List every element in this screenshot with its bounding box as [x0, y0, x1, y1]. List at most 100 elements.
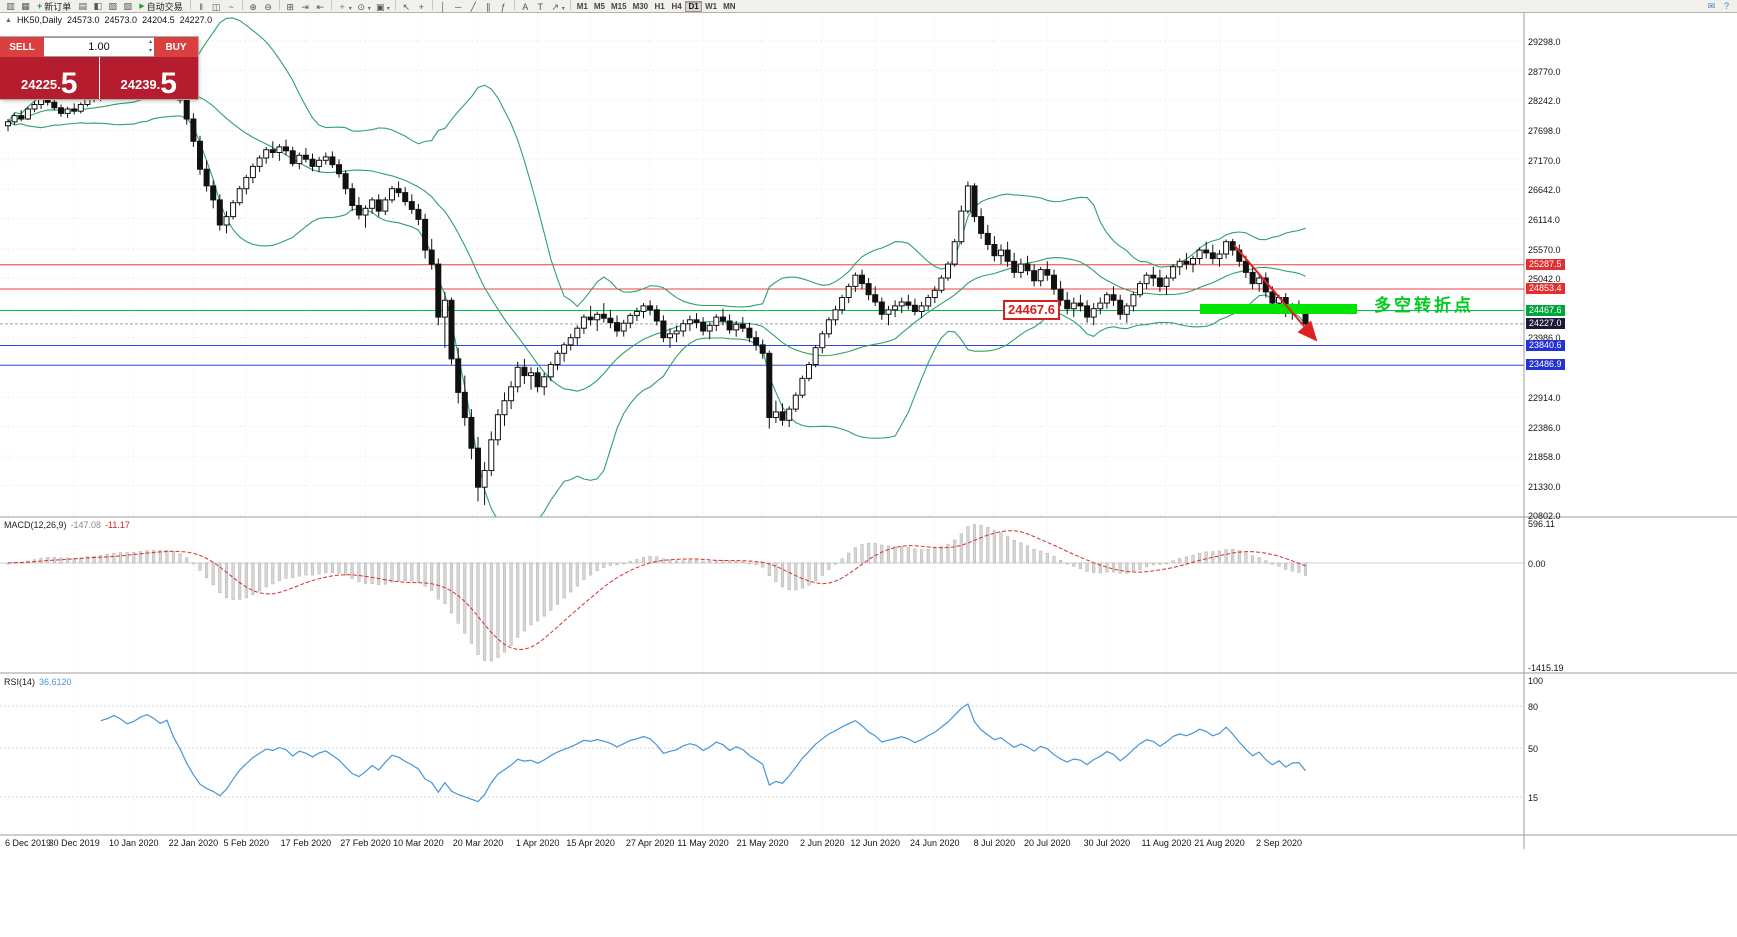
horizontal-line-icon[interactable]: ─ — [455, 1, 462, 12]
timeframe-mn[interactable]: MN — [723, 1, 736, 11]
one-click-collapse-icon[interactable]: ▲ — [5, 16, 12, 24]
new-order-icon: + — [37, 1, 43, 11]
price-axis-label: 22386.0 — [1528, 422, 1561, 433]
new-chart-icon[interactable]: ▥ — [6, 0, 15, 11]
timeframe-h4[interactable]: H4 — [671, 1, 682, 11]
buy-button[interactable]: BUY — [154, 37, 198, 57]
ohlc-high: 24573.0 — [104, 15, 138, 25]
date-axis-label: 24 Jun 2020 — [910, 838, 960, 848]
toolbar-separator — [513, 0, 515, 10]
timeframe-m1[interactable]: M1 — [576, 1, 588, 11]
main-toolbar: ▥ ▦ + 新订单 ▤ ◧ ▧ ▨ ▶ 自动交易 ‖ ◫ ~ ⊕ ⊖ ⊞ ⇥ ⇤ + ▾ ⊙ ▾ ▣ ▾ ↖ + │ ─ ╱… — [0, 0, 1737, 13]
buy-price-big-digit: 5 — [160, 67, 177, 100]
navigator-icon[interactable]: ▧ — [108, 0, 118, 11]
ohlc-low: 24204.5 — [142, 15, 175, 25]
price-axis-label: 25042.0 — [1528, 274, 1561, 285]
candlestick-chart-icon[interactable]: ◫ — [211, 1, 221, 12]
date-axis-label: 6 Dec 2019 — [4, 838, 52, 848]
text-label-icon[interactable]: T — [537, 1, 543, 12]
autotrading-label: 自动交易 — [146, 1, 183, 12]
rsi-axis-label: 15 — [1528, 793, 1539, 803]
one-click-trading-panel: SELL 1.00 ▴ ▾ BUY 24225. 5 24239. 5 — [0, 37, 198, 99]
macd-axis-label: -1415.19 — [1528, 663, 1564, 674]
price-axis-label: 22914.0 — [1528, 393, 1561, 404]
date-axis-label: 11 May 2020 — [677, 838, 729, 848]
date-axis-label: 17 Feb 2020 — [280, 838, 332, 848]
timeframe-w1[interactable]: W1 — [705, 1, 718, 11]
market-watch-icon[interactable]: ▤ — [78, 0, 88, 11]
zoom-in-icon[interactable]: ⊕ — [249, 1, 257, 12]
sell-button[interactable]: SELL — [0, 37, 44, 57]
terminal-icon[interactable]: ▨ — [123, 0, 133, 11]
periods-icon-dropdown[interactable]: ▾ — [367, 5, 371, 12]
date-axis-label: 22 Jan 2020 — [168, 838, 219, 848]
volume-down-icon[interactable]: ▾ — [148, 48, 152, 54]
sell-price-display[interactable]: 24225. 5 — [0, 57, 99, 99]
periods-icon[interactable]: ⊙ — [357, 1, 365, 12]
trade-panel-prices: 24225. 5 24239. 5 — [0, 57, 198, 99]
toolbar-separator — [394, 0, 396, 10]
channel-icon[interactable]: ∥ — [485, 1, 491, 12]
date-axis-label: 21 Aug 2020 — [1194, 838, 1245, 848]
profiles-icon[interactable]: ▦ — [21, 0, 30, 11]
timeframe-d1[interactable]: D1 — [685, 0, 703, 12]
buy-price-display[interactable]: 24239. 5 — [99, 57, 198, 100]
price-tag: 23486.9 — [1526, 359, 1565, 371]
autotrading-button[interactable]: ▶ 自动交易 — [135, 0, 186, 12]
macd-axis-label: 596.11 — [1528, 519, 1555, 529]
bearish-trend-arrow — [1233, 244, 1318, 342]
help-icon[interactable]: ? — [1723, 0, 1729, 11]
tile-windows-icon[interactable]: ⊞ — [286, 1, 294, 12]
date-axis-label: 20 Mar 2020 — [452, 838, 504, 848]
price-tag: 23840.6 — [1526, 339, 1565, 351]
cursor-icon[interactable]: ↖ — [402, 1, 410, 12]
templates-icon[interactable]: ▣ — [375, 1, 385, 12]
price-callout[interactable]: 24467.6 — [1003, 300, 1060, 320]
text-icon[interactable]: A — [522, 1, 529, 12]
line-chart-icon[interactable]: ~ — [228, 1, 234, 12]
timeframe-m5[interactable]: M5 — [593, 1, 605, 11]
ohlc-open: 24573.0 — [66, 15, 100, 25]
chart-shift-icon[interactable]: ⇤ — [316, 1, 324, 12]
crosshair-icon[interactable]: + — [418, 1, 424, 12]
price-axis-label: 25570.0 — [1528, 245, 1561, 255]
timeframe-m30[interactable]: M30 — [632, 1, 649, 11]
data-window-icon[interactable]: ◧ — [93, 0, 103, 11]
trendline-icon[interactable]: ╱ — [470, 1, 476, 12]
date-axis-label: 30 Jul 2020 — [1083, 838, 1131, 848]
rsi-name: RSI(14) — [4, 677, 36, 687]
arrows-icon[interactable]: ↗ — [551, 1, 559, 12]
new-order-label: 新订单 — [44, 1, 72, 12]
volume-up-icon[interactable]: ▴ — [148, 39, 152, 45]
timeframe-h1[interactable]: H1 — [654, 1, 665, 11]
new-order-button[interactable]: + 新订单 — [33, 0, 75, 12]
indicators-icon[interactable]: + — [339, 1, 345, 12]
date-axis-label: 21 May 2020 — [736, 838, 789, 848]
rsi-axis-label: 100 — [1528, 676, 1544, 686]
toolbar-separator — [431, 0, 433, 10]
community-icon[interactable]: ✉ — [1707, 0, 1716, 11]
volume-field[interactable]: 1.00 ▴ ▾ — [44, 37, 154, 57]
zoom-out-icon[interactable]: ⊖ — [264, 1, 272, 12]
indicators-icon-dropdown[interactable]: ▾ — [348, 5, 352, 12]
sell-price-main: 24225. — [21, 77, 61, 92]
fibonacci-icon[interactable]: ƒ — [500, 1, 506, 12]
candles — [5, 71, 1309, 506]
chart-symbol-timeframe: HK50,Daily — [16, 15, 62, 25]
vertical-line-icon[interactable]: │ — [440, 1, 447, 12]
bar-chart-icon[interactable]: ‖ — [199, 1, 204, 12]
date-axis-label: 10 Mar 2020 — [393, 838, 444, 848]
rsi-indicator — [0, 703, 1524, 803]
auto-scroll-icon[interactable]: ⇥ — [301, 1, 309, 12]
price-axis-label: 21330.0 — [1528, 481, 1561, 492]
date-axis-label: 27 Apr 2020 — [625, 838, 675, 848]
bollinger-bands — [7, 17, 1306, 517]
date-axis-label: 11 Aug 2020 — [1141, 838, 1192, 848]
arrows-icon-dropdown[interactable]: ▾ — [561, 5, 565, 12]
macd-signal-value: -11.17 — [105, 520, 130, 530]
toolbar-separator — [241, 0, 243, 10]
templates-icon-dropdown[interactable]: ▾ — [386, 5, 390, 12]
timeframe-m15[interactable]: M15 — [611, 1, 627, 11]
